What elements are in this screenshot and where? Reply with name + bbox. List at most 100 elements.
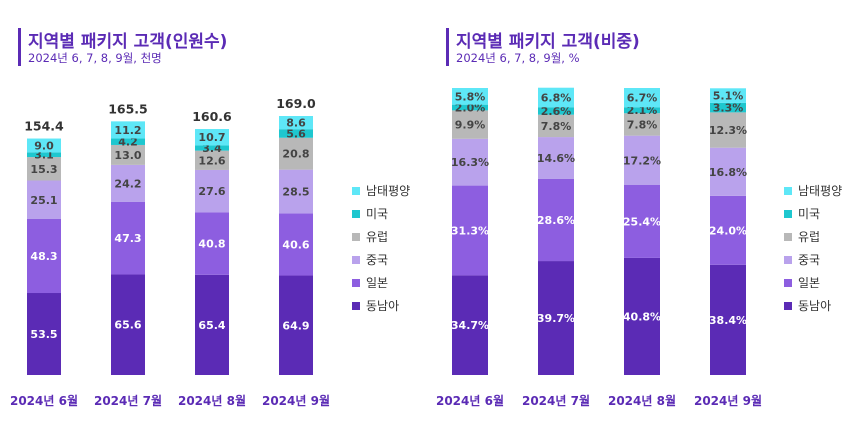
legend-label: 미국 — [366, 207, 388, 221]
bar-segment — [27, 157, 61, 181]
bar-segment — [624, 107, 660, 114]
bar-segment — [111, 201, 145, 275]
bar-segment — [111, 144, 145, 165]
legend-label: 남태평양 — [366, 184, 410, 198]
data-label: 13.0 — [114, 149, 141, 162]
bar-segment — [452, 110, 488, 139]
x-tick-label: 2024년 7월 — [522, 393, 590, 408]
bar-segment — [279, 116, 313, 130]
data-label: 9.0 — [34, 139, 54, 152]
data-label: 9.9% — [455, 119, 486, 132]
total-label: 169.0 — [276, 96, 316, 111]
data-label: 47.3 — [114, 232, 141, 245]
data-label: 17.2% — [623, 154, 661, 167]
bar-segment — [538, 261, 574, 375]
x-tick-label: 2024년 6월 — [436, 393, 504, 408]
bar-segment — [710, 147, 746, 196]
data-label: 4.2 — [118, 136, 138, 149]
bar-segment — [279, 275, 313, 375]
bar-segment — [538, 114, 574, 138]
legend-label: 유럽 — [366, 230, 388, 244]
total-label: 165.5 — [108, 101, 148, 116]
legend-label: 중국 — [798, 253, 820, 267]
legend-swatch — [784, 233, 792, 241]
data-label: 16.8% — [709, 166, 747, 179]
bar-segment — [624, 88, 660, 108]
data-label: 16.3% — [451, 156, 489, 169]
data-label: 15.3 — [30, 163, 57, 176]
data-label: 53.5 — [30, 328, 57, 341]
x-tick-label: 2024년 9월 — [694, 393, 762, 408]
chart-title: 지역별 패키지 고객(인원수) — [28, 32, 228, 52]
bar-segment — [710, 195, 746, 265]
data-label: 8.6 — [286, 117, 306, 130]
legend-label: 중국 — [366, 253, 388, 267]
data-label: 65.4 — [198, 319, 225, 332]
bar-segment — [195, 169, 229, 213]
legend-label: 동남아 — [366, 299, 399, 313]
bar-segment — [452, 275, 488, 375]
data-label: 25.4% — [623, 215, 661, 228]
bar-segment — [279, 169, 313, 214]
legend-swatch — [784, 302, 792, 310]
legend-label: 일본 — [798, 276, 820, 290]
data-label: 65.6 — [114, 319, 141, 332]
data-label: 40.6 — [282, 238, 309, 251]
data-label: 7.8% — [541, 120, 572, 133]
bar-segment — [538, 178, 574, 262]
data-label: 12.6 — [198, 154, 225, 167]
bar-segment — [279, 137, 313, 170]
legend-label: 미국 — [798, 207, 820, 221]
bar-segment — [195, 145, 229, 151]
bar-segment — [710, 112, 746, 148]
data-label: 48.3 — [30, 250, 57, 263]
bar-segment — [452, 88, 488, 105]
bar-segment — [452, 185, 488, 276]
legend-swatch — [352, 302, 360, 310]
bar-segment — [538, 137, 574, 179]
legend-label: 동남아 — [798, 299, 831, 313]
bar-segment — [710, 264, 746, 375]
chart-title: 지역별 패키지 고객(비중) — [456, 32, 640, 52]
data-label: 10.7 — [198, 131, 225, 144]
bar-segment — [111, 274, 145, 375]
bar-segment — [279, 213, 313, 276]
data-label: 24.2 — [114, 177, 141, 190]
stacked-bar-chart-share: 34.7% 31.3% 16.3% 9.9% 2.0%5.8% 2024년 6월 39.7%… — [436, 87, 842, 408]
legend-label: 남태평양 — [798, 184, 842, 198]
x-tick-label: 2024년 9월 — [262, 393, 330, 408]
data-label: 25.1 — [30, 194, 57, 207]
legend-label: 유럽 — [798, 230, 820, 244]
bar-segment — [195, 274, 229, 375]
legend-swatch — [352, 187, 360, 195]
bar-segment — [27, 293, 61, 375]
data-label: 24.0% — [709, 224, 747, 237]
bar-segment — [452, 104, 488, 111]
data-label: 3.3% — [713, 102, 744, 115]
bar-segment — [195, 212, 229, 275]
data-label: 5.8% — [455, 90, 486, 103]
bar-segment — [624, 135, 660, 186]
chart-panel-share: 지역별 패키지 고객(비중) 2024년 6, 7, 8, 9월, % 34.7… — [428, 0, 855, 421]
data-label: 27.6 — [198, 185, 225, 198]
data-label: 2.6% — [541, 105, 572, 118]
bar-segment — [624, 257, 660, 375]
legend-swatch — [352, 279, 360, 287]
legend-label: 일본 — [366, 276, 388, 290]
data-label: 5.6 — [286, 127, 306, 140]
title-accent-bar — [18, 28, 21, 66]
x-tick-label: 2024년 8월 — [178, 393, 246, 408]
bar-segment — [624, 113, 660, 136]
bar-segment — [27, 152, 61, 158]
bar-segment — [710, 102, 746, 113]
bar-segment — [452, 138, 488, 186]
chart-subtitle: 2024년 6, 7, 8, 9월, % — [456, 51, 580, 65]
data-label: 7.8% — [627, 118, 658, 131]
data-label: 28.6% — [537, 214, 575, 227]
bar-segment — [27, 218, 61, 294]
bar-segment — [195, 150, 229, 170]
bar-segment — [710, 88, 746, 103]
data-label: 28.5 — [282, 185, 309, 198]
total-label: 160.6 — [192, 109, 232, 124]
x-tick-label: 2024년 8월 — [608, 393, 676, 408]
